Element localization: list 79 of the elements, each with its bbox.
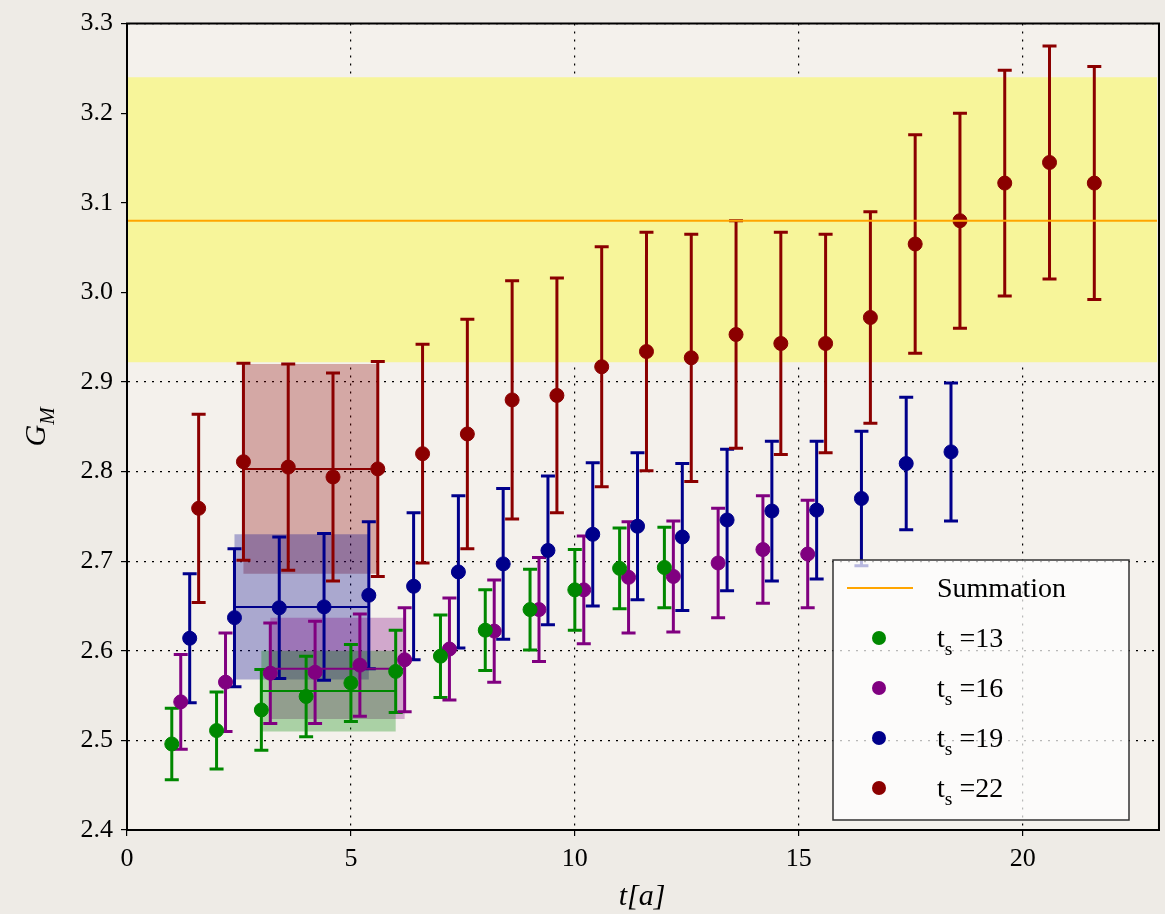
y-tick-label: 2.4 [80,813,113,843]
point [862,309,878,325]
point [253,702,269,718]
point [298,689,314,704]
point [755,542,771,558]
point [800,546,816,562]
x-tick-label: 15 [785,843,812,873]
point [325,469,341,485]
point [540,542,556,558]
point [307,664,323,680]
point [388,663,404,679]
x-tick-label: 10 [561,843,588,873]
point [235,454,251,470]
point [943,444,959,460]
point [728,327,744,343]
point [1042,154,1058,170]
point [226,610,242,626]
point [262,665,278,681]
point [459,426,475,442]
point [397,652,413,668]
y-tick-label: 3.0 [80,276,113,306]
x-tick-label: 5 [344,843,358,873]
point [280,459,296,475]
point [209,723,225,739]
y-tick-label: 2.7 [80,545,113,575]
point [621,569,637,585]
point [630,518,646,534]
point [271,600,287,616]
legend-label: Summation [937,572,1067,603]
point [665,568,681,584]
point [361,587,377,603]
point [406,578,422,594]
y-tick-label: 3.3 [80,7,113,37]
y-tick-label: 3.1 [80,186,113,216]
point [773,335,789,351]
x-tick-label: 20 [1009,843,1036,873]
y-tick-label: 2.6 [80,634,113,664]
point [907,236,923,252]
point [674,529,690,545]
point [495,556,511,572]
y-tick-label: 3.2 [80,97,113,127]
point [898,456,914,472]
point [1086,175,1102,191]
y-tick-label: 2.9 [80,365,113,395]
point [997,175,1013,191]
point [567,582,583,598]
point [173,694,189,710]
point [477,622,493,638]
point [585,526,601,542]
point [612,560,628,576]
y-tick-label: 2.8 [80,455,113,485]
point [656,559,672,575]
y-tick-label: 2.5 [80,724,113,754]
point [218,674,234,690]
point [549,387,565,403]
point [818,335,834,351]
point [594,359,610,375]
point [164,736,180,752]
point [710,555,726,571]
point [450,564,466,580]
point [352,657,368,673]
x-axis-title: t[a] [618,878,666,911]
point [415,446,431,462]
point [432,648,448,664]
point [343,675,359,691]
point [191,500,207,516]
point [719,512,735,528]
y-axis-title: GM [18,405,59,447]
point [522,602,538,618]
point [638,344,654,360]
point [683,350,699,366]
x-tick-label: 0 [120,843,134,873]
point [182,630,198,646]
point [504,392,520,408]
point [370,461,386,477]
point [809,502,825,518]
point [853,490,869,506]
point [316,599,332,615]
point [764,503,780,519]
